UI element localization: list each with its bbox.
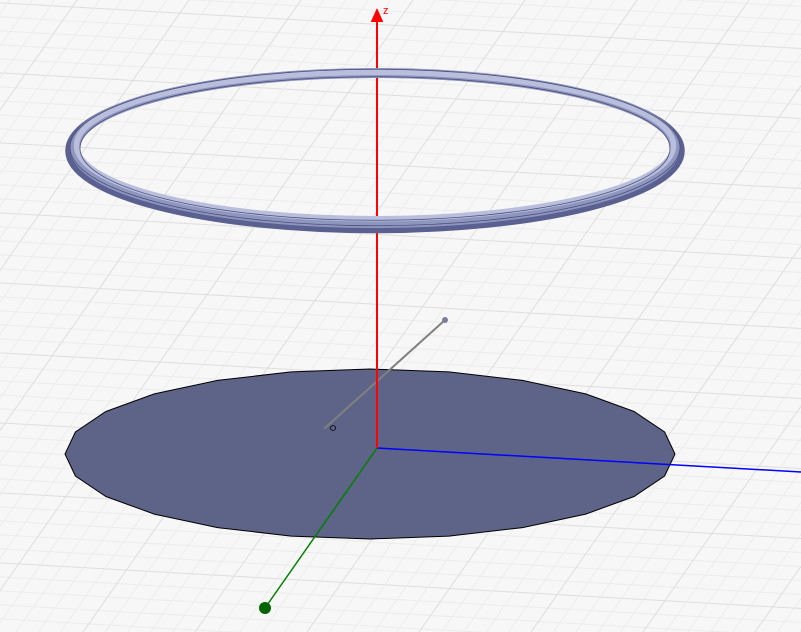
cad-viewport[interactable]: z bbox=[0, 0, 801, 632]
y-axis-endpoint-marker bbox=[259, 602, 271, 614]
z-axis-label: z bbox=[383, 5, 389, 17]
scene-svg: z bbox=[0, 0, 801, 632]
filled-disk[interactable] bbox=[65, 369, 675, 539]
gray-line-endpoint bbox=[442, 317, 448, 323]
